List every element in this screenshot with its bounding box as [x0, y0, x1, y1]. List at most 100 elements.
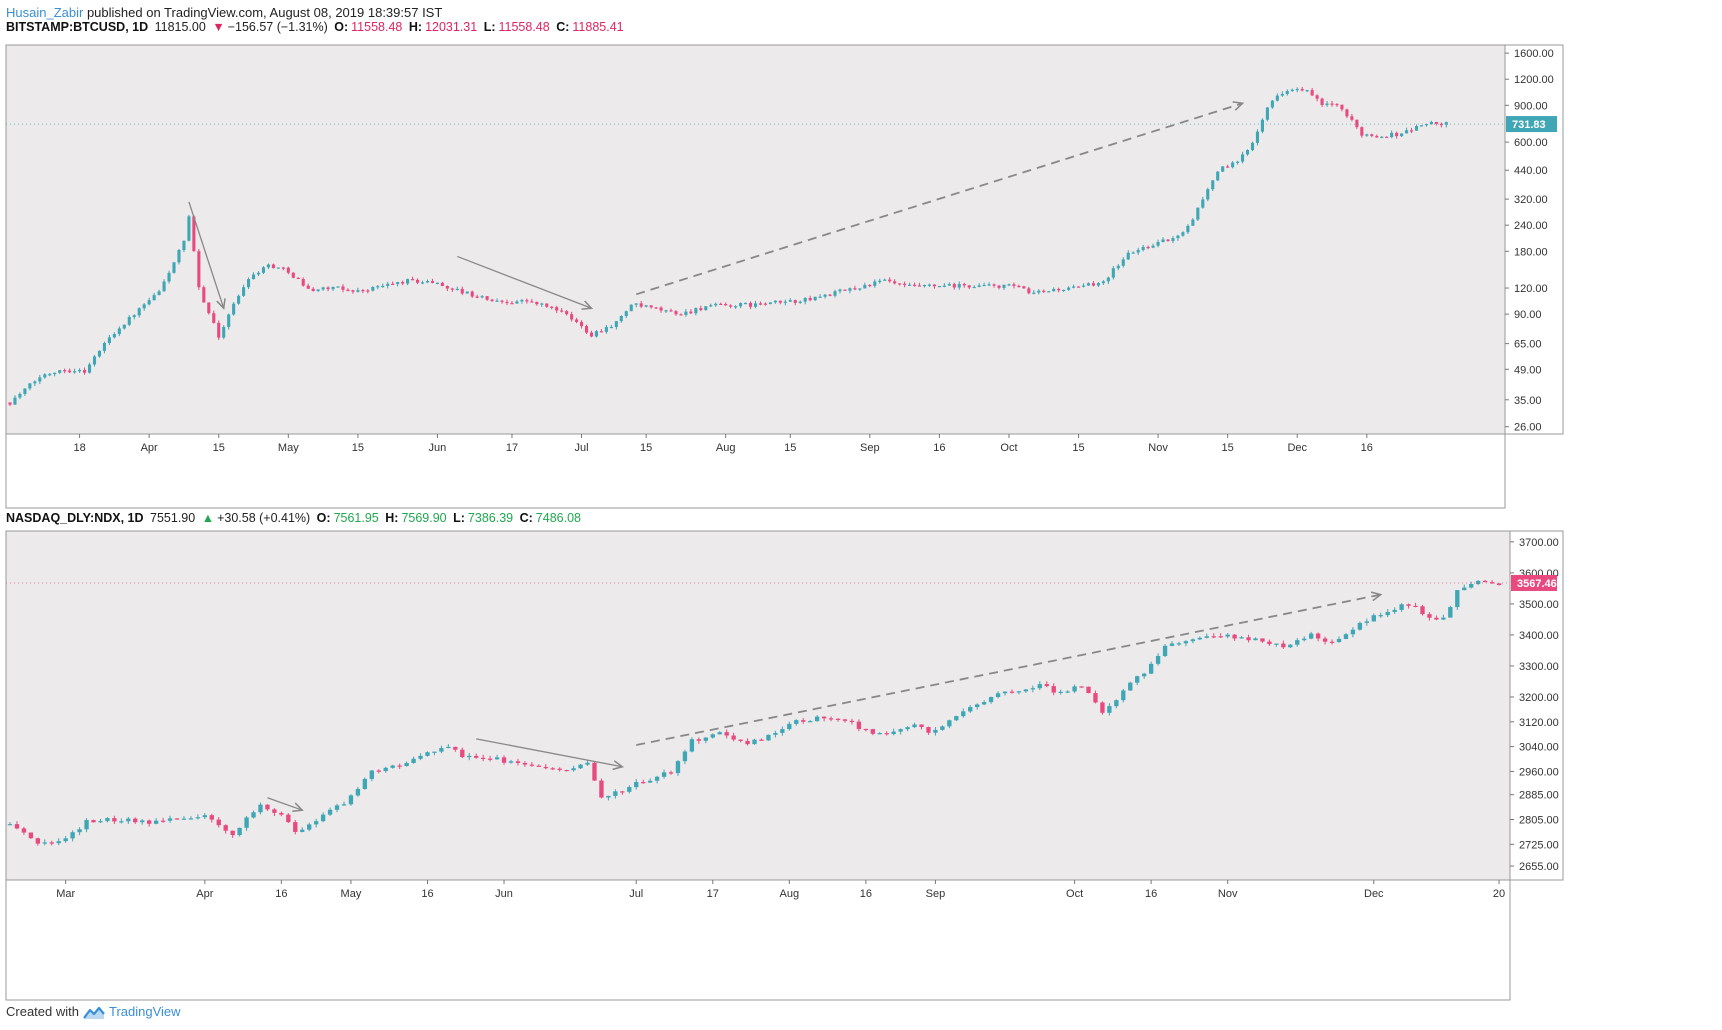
candle-body — [49, 842, 54, 844]
candle-body — [585, 762, 590, 765]
candle-body — [1400, 133, 1404, 137]
candle-body — [734, 306, 738, 308]
candle-body — [848, 288, 852, 291]
candle-body — [1355, 119, 1359, 128]
created-with-text: Created with — [6, 1004, 79, 1019]
candle-body — [947, 720, 952, 727]
footer: Created with TradingView — [6, 1004, 181, 1019]
candle-body — [564, 769, 569, 772]
author-link[interactable]: Husain_Zabir — [6, 5, 84, 20]
candle-body — [1322, 638, 1328, 642]
candle-body — [508, 761, 514, 763]
candle-body — [968, 707, 973, 712]
candle-body — [1081, 285, 1086, 287]
candle-body — [669, 310, 673, 312]
trend-arrow[interactable] — [457, 255, 592, 309]
price-axis[interactable] — [1504, 44, 1564, 435]
candle-body — [571, 768, 576, 771]
candle-body — [833, 291, 837, 296]
candle-body — [758, 303, 763, 305]
ndx-change: +30.58 (+0.41%) — [217, 511, 311, 525]
candle-body — [137, 308, 141, 316]
candle-body — [1392, 609, 1397, 612]
candle-body — [286, 814, 291, 823]
candle-body — [18, 393, 22, 398]
candle-body — [401, 282, 405, 284]
candle-body — [919, 724, 924, 728]
tradingview-brand-link[interactable]: TradingView — [108, 1004, 181, 1019]
candle-body — [53, 372, 57, 375]
candle-body — [1067, 287, 1071, 290]
candle-body — [592, 762, 597, 781]
btc-chart-panel[interactable]: 1600.00 1200.00 900.00 600.00 440.00 320.00 24… — [0, 44, 1722, 510]
candle-body — [634, 781, 639, 788]
candle-body — [522, 762, 528, 765]
trend-arrow[interactable] — [476, 738, 623, 768]
trend-arrow-dashed[interactable] — [636, 593, 1381, 746]
candle-body — [230, 830, 235, 836]
candle-body — [411, 279, 415, 281]
candle-body — [1007, 284, 1011, 286]
x-tick-label: 17 — [707, 888, 719, 900]
candle-body — [348, 795, 354, 805]
candle-body — [787, 723, 792, 730]
candle-body — [1155, 655, 1161, 664]
time-axis[interactable] — [5, 433, 1506, 509]
candle-body — [425, 281, 430, 283]
candle-body — [515, 301, 519, 304]
candle-body — [153, 820, 159, 824]
candle-body — [415, 279, 420, 283]
arrow-head-icon — [292, 802, 304, 813]
candle-body — [1406, 604, 1411, 606]
candle-body — [396, 282, 400, 285]
candle-body — [783, 301, 787, 303]
candle-body — [1270, 100, 1274, 108]
candle-body — [1357, 622, 1363, 630]
candle-body — [495, 300, 499, 302]
y-tick-label: 2725.00 — [1519, 839, 1559, 851]
candle-body — [589, 332, 594, 337]
candle-body — [543, 766, 548, 769]
x-tick-label: 16 — [933, 442, 945, 454]
candle-body — [327, 809, 333, 815]
x-tick-label: 15 — [352, 442, 364, 454]
candle-body — [1275, 95, 1279, 101]
candle-body — [216, 819, 221, 826]
candle-body — [922, 284, 927, 287]
candle-body — [369, 770, 374, 779]
candle-body — [967, 285, 971, 288]
candle-body — [668, 772, 674, 774]
candle-body — [291, 272, 295, 278]
candle-body — [947, 284, 951, 286]
candle-body — [1489, 582, 1495, 584]
ndx-symbol[interactable]: NASDAQ_DLY:NDX, 1D — [6, 511, 144, 525]
candle-body — [1022, 286, 1026, 289]
btc-symbol[interactable]: BITSTAMP:BTCUSD, 1D — [6, 20, 149, 34]
trend-arrow[interactable] — [267, 797, 303, 811]
candle-body — [485, 296, 489, 300]
candle-body — [1245, 150, 1250, 155]
x-tick-label: 15 — [1072, 442, 1084, 454]
candle-body — [982, 284, 986, 287]
candle-body — [341, 286, 345, 290]
candle-body — [794, 720, 799, 724]
time-axis[interactable] — [5, 879, 1511, 1001]
plot-area[interactable] — [5, 44, 1506, 435]
candle-body — [1042, 290, 1046, 292]
candle-body — [699, 308, 703, 311]
published-text: published on TradingView.com, August 08,… — [86, 5, 443, 20]
candle-body — [604, 327, 608, 332]
x-tick-label: Dec — [1364, 888, 1384, 900]
plot-area[interactable] — [5, 530, 1511, 881]
candle-body — [1216, 171, 1220, 181]
trend-arrow[interactable] — [188, 201, 225, 309]
trend-arrow-dashed[interactable] — [635, 102, 1243, 296]
candle-body — [1100, 702, 1105, 713]
x-tick-label: 15 — [640, 442, 652, 454]
candle-body — [1106, 277, 1110, 282]
ndx-chart-panel[interactable]: 3700.003600.003500.003400.003300.003200.… — [0, 530, 1722, 1002]
candle-body — [1360, 127, 1364, 136]
candle-body — [490, 299, 494, 302]
candle-body — [1181, 232, 1185, 236]
candle-body — [550, 768, 555, 770]
